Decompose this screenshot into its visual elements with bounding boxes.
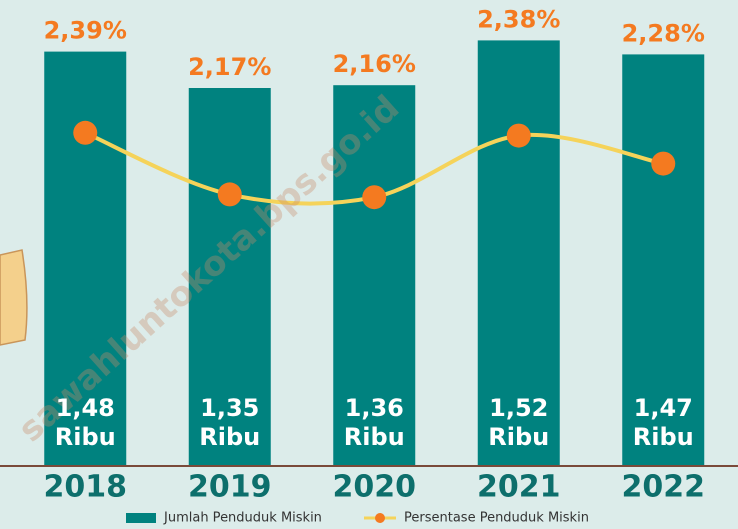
bar xyxy=(477,40,560,467)
bar-top-label: 2,17% xyxy=(188,53,271,81)
bar-top-label: 2,39% xyxy=(44,17,127,45)
line-point xyxy=(362,185,387,210)
bar-value-label: 1,36 Ribu xyxy=(343,394,405,451)
bar-value-label: 1,35 Ribu xyxy=(199,394,261,451)
bar-value-label: 1,47 Ribu xyxy=(632,394,694,451)
x-tick-label: 2022 xyxy=(622,470,706,505)
line-point xyxy=(651,151,676,176)
decoration xyxy=(0,249,28,346)
x-tick-label: 2018 xyxy=(44,470,128,505)
bar-top-label: 2,38% xyxy=(477,5,560,33)
bar-top-label: 2,16% xyxy=(333,50,416,78)
legend-label: Persentase Penduduk Miskin xyxy=(404,511,589,526)
x-tick-label: 2020 xyxy=(333,470,417,505)
bar xyxy=(44,51,127,466)
bar-value-label: 1,48 Ribu xyxy=(54,394,116,451)
x-tick-label: 2021 xyxy=(477,470,561,505)
legend-swatch xyxy=(375,513,385,523)
line-point xyxy=(73,120,98,145)
bar-value-label: 1,52 Ribu xyxy=(488,394,550,451)
legend-label: Jumlah Penduduk Miskin xyxy=(163,511,322,526)
bar xyxy=(622,54,705,467)
line-point xyxy=(506,123,531,148)
bar xyxy=(188,88,271,466)
bar xyxy=(333,85,416,466)
x-tick-label: 2019 xyxy=(188,470,272,505)
bar-top-label: 2,28% xyxy=(622,19,705,47)
line-point xyxy=(217,182,242,207)
legend-swatch xyxy=(126,513,156,523)
